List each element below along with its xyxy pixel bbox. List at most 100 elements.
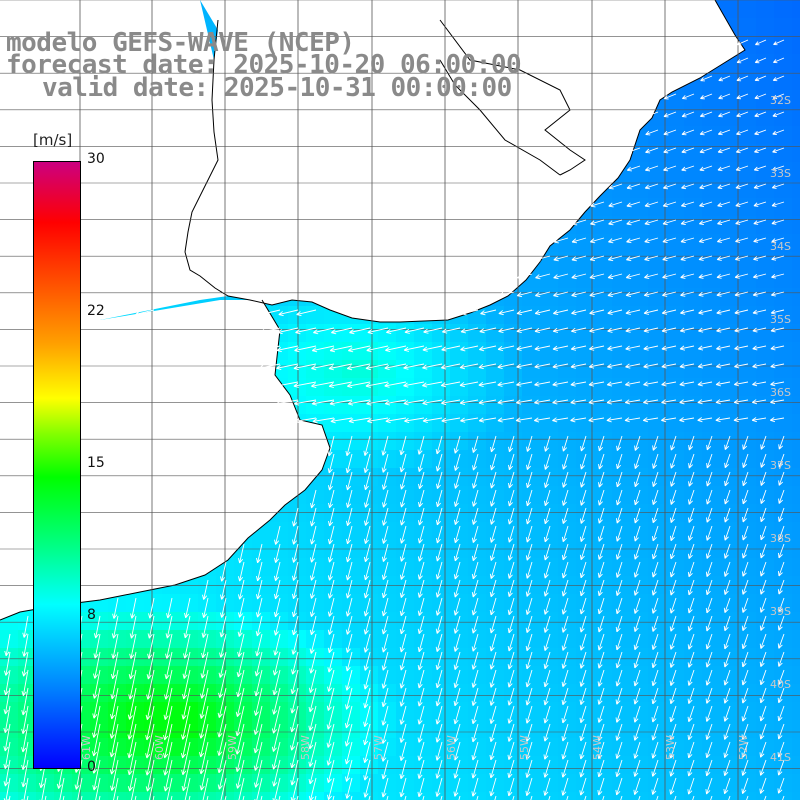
wind-cell xyxy=(756,486,775,505)
lat-label: 37S xyxy=(770,459,791,472)
wind-arrow xyxy=(4,651,11,676)
wind-cell xyxy=(630,684,649,703)
wind-arrow xyxy=(705,741,713,759)
wind-cell xyxy=(144,792,163,800)
wind-arrow xyxy=(588,399,605,405)
wind-arrow xyxy=(661,363,677,369)
wind-arrow xyxy=(561,669,569,688)
wind-cell xyxy=(720,144,739,163)
wind-cell xyxy=(720,360,739,379)
wind-arrow xyxy=(697,381,713,387)
wind-cell xyxy=(702,756,721,775)
wind-cell xyxy=(576,522,595,541)
wind-cell xyxy=(540,288,559,307)
wind-cell xyxy=(720,720,739,739)
wind-arrow xyxy=(543,489,551,507)
wind-cell xyxy=(612,720,631,739)
wind-arrow xyxy=(453,507,461,526)
wind-cell xyxy=(504,468,523,487)
wind-arrow xyxy=(597,777,605,796)
wind-cell xyxy=(486,666,505,685)
wind-cell xyxy=(792,216,800,235)
wind-arrow xyxy=(399,669,407,689)
wind-arrow xyxy=(363,759,371,781)
wind-cell xyxy=(684,738,703,757)
wind-cell xyxy=(702,558,721,577)
wind-arrow xyxy=(272,651,281,676)
wind-arrow xyxy=(363,741,371,764)
wind-cell xyxy=(738,504,757,523)
wind-arrow xyxy=(697,345,713,351)
wind-arrow xyxy=(579,507,587,524)
wind-cell xyxy=(558,792,577,800)
wind-arrow xyxy=(777,687,785,704)
wind-cell xyxy=(468,468,487,487)
wind-arrow xyxy=(526,435,533,452)
wind-arrow xyxy=(127,705,137,740)
wind-cell xyxy=(414,486,433,505)
wind-cell xyxy=(432,414,451,433)
wind-cell xyxy=(774,108,793,127)
wind-arrow xyxy=(471,597,479,616)
wind-cell xyxy=(540,720,559,739)
wind-arrow xyxy=(741,633,749,650)
wind-arrow xyxy=(399,615,407,635)
wind-cell xyxy=(774,126,793,145)
wind-cell xyxy=(468,792,487,800)
wind-cell xyxy=(558,360,577,379)
wind-arrow xyxy=(651,579,659,596)
wind-arrow xyxy=(535,273,551,280)
wind-arrow xyxy=(237,615,245,637)
wind-cell xyxy=(774,486,793,505)
wind-cell xyxy=(306,576,325,595)
wind-cell xyxy=(648,648,667,667)
wind-arrow xyxy=(327,651,335,673)
lat-label: 34S xyxy=(770,240,791,253)
wind-cell xyxy=(702,522,721,541)
wind-cell xyxy=(738,288,757,307)
wind-cell xyxy=(522,378,541,397)
wind-cell xyxy=(342,576,361,595)
wind-arrow xyxy=(525,633,533,652)
wind-arrow xyxy=(597,705,605,723)
wind-arrow xyxy=(644,237,659,244)
wind-arrow xyxy=(472,471,479,489)
wind-cell xyxy=(414,792,433,800)
wind-arrow xyxy=(772,111,785,118)
wind-arrow xyxy=(687,579,695,596)
wind-cell xyxy=(720,702,739,721)
wind-cell xyxy=(486,378,505,397)
wind-arrow xyxy=(633,777,641,796)
wind-arrow xyxy=(489,705,497,724)
wind-cell xyxy=(666,774,685,793)
wind-arrow xyxy=(561,543,569,561)
wind-cell xyxy=(684,252,703,271)
wind-cell xyxy=(792,252,800,271)
wind-cell xyxy=(702,612,721,631)
wind-cell xyxy=(774,342,793,361)
wind-cell xyxy=(792,774,800,793)
wind-arrow xyxy=(145,759,155,792)
wind-cell xyxy=(576,702,595,721)
wind-cell xyxy=(450,576,469,595)
wind-arrow xyxy=(220,777,227,800)
wind-arrow xyxy=(113,777,119,800)
wind-arrow xyxy=(723,777,731,795)
wind-cell xyxy=(666,558,685,577)
wind-arrow xyxy=(290,687,299,714)
wind-arrow xyxy=(760,507,767,523)
wind-arrow xyxy=(759,561,767,577)
wind-cell xyxy=(738,522,757,541)
wind-arrow xyxy=(21,759,29,788)
wind-arrow xyxy=(399,777,407,798)
wind-arrow xyxy=(327,579,335,599)
wind-arrow xyxy=(769,417,785,423)
wind-cell xyxy=(234,774,253,793)
wind-cell xyxy=(648,306,667,325)
wind-arrow xyxy=(363,435,371,456)
wind-cell xyxy=(378,774,397,793)
wind-arrow xyxy=(217,687,227,718)
wind-cell xyxy=(774,180,793,199)
wind-arrow xyxy=(182,651,191,679)
wind-arrow xyxy=(561,561,569,579)
